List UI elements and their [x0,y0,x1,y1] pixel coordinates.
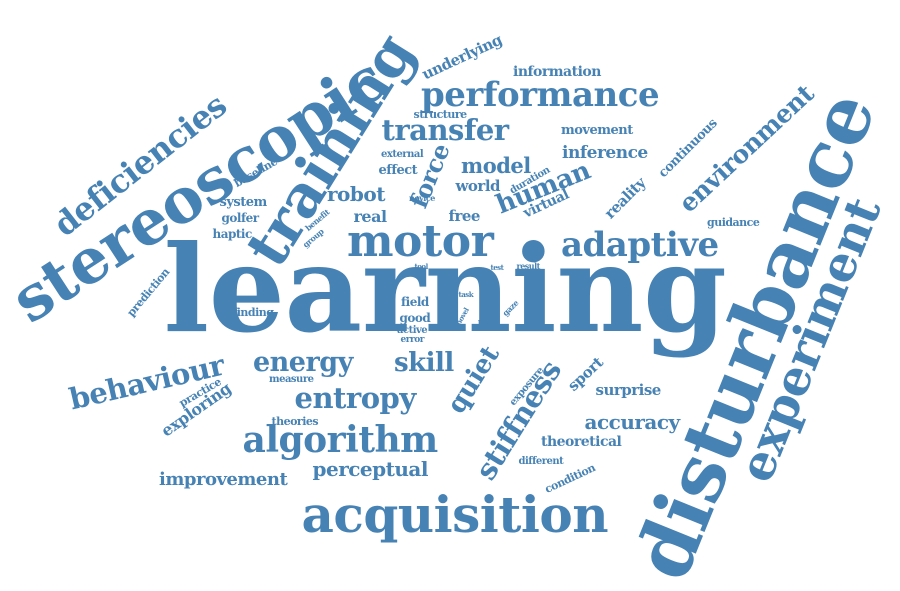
word-measure: measure [269,374,314,385]
word-energy: energy [253,346,353,378]
word-accuracy: accuracy [584,410,681,434]
word-movement: movement [561,122,633,138]
word-field: field [401,295,429,309]
word-external: external [381,149,424,160]
word-good: good [399,311,431,325]
word-information: information [513,64,601,80]
word-structure: structure [413,107,468,121]
word-golfer: golfer [221,211,260,225]
word-different: different [518,456,564,467]
word-model: model [461,152,531,178]
word-result: result [516,261,541,271]
word-test: test [490,262,504,272]
word-transfer: transfer [381,112,510,147]
word-perceptual: perceptual [312,457,429,481]
word-entropy: entropy [294,380,417,415]
word-task: task [458,289,474,299]
word-error: error [400,334,425,345]
word-system: system [219,194,268,210]
word-inference: inference [562,142,648,163]
word-novice: novice [409,193,435,203]
word-active: active [397,325,428,336]
word-skill: skill [394,348,454,378]
word-theories: theories [271,414,319,428]
word-tool: tool [414,261,429,271]
word-free: free [448,206,481,225]
word-improvement: improvement [159,469,288,490]
word-acquisition: acquisition [301,485,609,544]
word-putt: putt [478,316,493,326]
word-reality: reality [600,173,649,222]
word-robot: robot [327,182,385,206]
word-theoretical: theoretical [541,434,622,450]
word-surprise: surprise [595,380,662,399]
word-learning: learning [163,219,727,360]
word-performance: performance [421,75,660,115]
word-guidance: guidance [707,215,760,229]
word-real: real [353,207,388,226]
word-motor: motor [347,216,494,267]
word-adaptive: adaptive [561,225,719,265]
word-effect: effect [378,162,418,178]
word-finding: finding [232,305,274,319]
word-haptic: haptic [212,227,253,241]
word-algorithm: algorithm [242,419,439,461]
word-world: world [455,176,501,195]
